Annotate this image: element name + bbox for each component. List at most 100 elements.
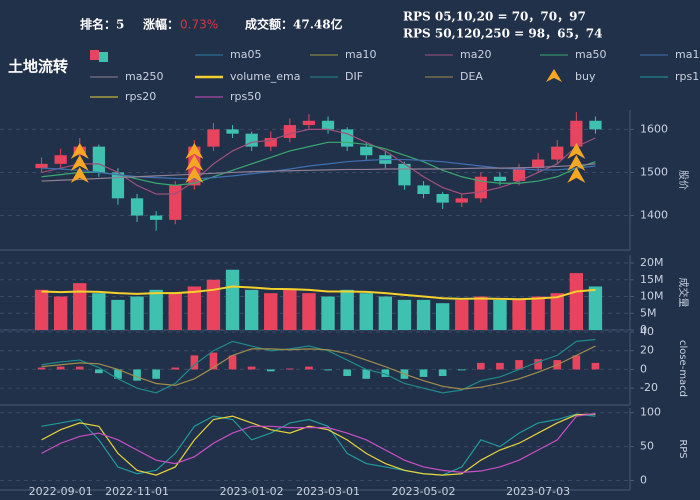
- volume-bar: [111, 299, 125, 330]
- volume-bar: [149, 289, 163, 330]
- y-tick-label: 40: [640, 325, 654, 338]
- volume-bar: [340, 289, 354, 330]
- legend-label: ma250: [125, 70, 163, 83]
- candle-body: [360, 146, 373, 156]
- macd-bar: [457, 369, 466, 371]
- candle-body: [341, 129, 354, 147]
- volume-bar: [225, 269, 240, 330]
- macd-bar: [381, 369, 390, 377]
- macd-bar: [209, 352, 218, 370]
- change-label: 涨幅：: [143, 17, 179, 32]
- candle-body: [551, 146, 564, 160]
- candle-body: [130, 198, 144, 216]
- legend-marker: [546, 69, 562, 82]
- macd-bar: [572, 355, 581, 370]
- macd-bar: [37, 367, 46, 370]
- y-tick-label: 5M: [640, 306, 657, 319]
- macd-bar: [438, 369, 447, 376]
- axis-label: 成交量: [677, 278, 690, 308]
- candle-body: [417, 185, 430, 194]
- y-tick-label: 10M: [640, 290, 664, 303]
- macd-bar: [266, 369, 275, 372]
- volume-bar: [359, 293, 373, 330]
- volume-bar: [92, 293, 106, 330]
- volume-bar: [321, 296, 335, 330]
- candle-body: [321, 120, 335, 130]
- axis-label: 股价: [677, 170, 689, 190]
- volume-bar: [53, 296, 68, 330]
- y-tick-label: 15M: [640, 273, 664, 286]
- macd-bar: [419, 369, 428, 377]
- x-tick-label: 2022-09-01: [29, 485, 93, 498]
- candle-body: [302, 120, 316, 126]
- y-tick-label: 1600: [640, 122, 668, 135]
- candle-body: [54, 155, 67, 164]
- volume-bar: [455, 299, 469, 330]
- volume-bar: [34, 289, 49, 330]
- candle-body: [512, 168, 526, 182]
- volume-bar: [397, 299, 412, 330]
- macd-bar: [152, 369, 160, 379]
- legend-label: volume_ema: [230, 70, 300, 83]
- candle-body: [35, 163, 48, 169]
- y-tick-label: 0: [640, 362, 647, 375]
- legend-label: ma120: [675, 48, 700, 61]
- macd-bar: [286, 368, 294, 370]
- buy-arrow: [567, 166, 586, 183]
- volume-bar: [550, 293, 564, 330]
- axis-label: close-macd: [677, 340, 688, 397]
- series-line: [41, 412, 596, 473]
- sector: 土地流转: [8, 58, 68, 76]
- series-line: [41, 285, 596, 301]
- macd-bar: [534, 359, 542, 370]
- candle-body: [532, 159, 545, 169]
- volume-bar: [512, 299, 526, 330]
- series-line: [41, 345, 596, 390]
- volume-bar: [378, 296, 393, 330]
- candle-body: [283, 125, 296, 138]
- legend-label: ma05: [230, 48, 261, 61]
- volume-bar: [206, 279, 221, 330]
- macd-bar: [515, 360, 523, 370]
- candle-body: [436, 194, 449, 203]
- x-tick-label: 2023-07-03: [506, 485, 570, 498]
- macd-bar: [133, 369, 141, 381]
- volume-bar: [474, 296, 488, 330]
- legend-label: ma10: [345, 48, 376, 61]
- legend-label: rps50: [230, 90, 261, 103]
- volume-bar: [302, 293, 316, 330]
- series-line: [41, 128, 596, 195]
- buy-arrow: [185, 166, 204, 183]
- y-tick-label: -20: [640, 381, 658, 394]
- volume-bar: [264, 293, 278, 330]
- candle-body: [264, 138, 277, 147]
- macd-bar: [56, 366, 65, 370]
- buy-arrow: [185, 142, 204, 159]
- buy-arrow: [567, 154, 586, 171]
- rps-long: RPS 50,120,250 = 98，65，74: [403, 27, 603, 41]
- macd-bar: [324, 369, 332, 371]
- buy-arrow: [567, 142, 586, 159]
- candle-body: [207, 129, 220, 147]
- volume-bar: [493, 299, 507, 330]
- x-tick-label: 2023-05-02: [392, 485, 456, 498]
- y-tick-label: 0: [640, 474, 647, 487]
- buy-marker: [567, 142, 586, 183]
- macd-bar: [190, 355, 199, 370]
- candle-body: [474, 176, 487, 199]
- buy-marker: [70, 142, 89, 183]
- macd-bar: [114, 369, 122, 379]
- macd-bar: [95, 369, 103, 374]
- rank: 排名：5: [80, 17, 124, 32]
- y-tick-label: 100: [640, 406, 661, 419]
- macd-bar: [228, 355, 237, 370]
- buy-arrow: [70, 154, 89, 171]
- volume-bar: [73, 283, 87, 330]
- series-line: [41, 413, 596, 476]
- candle-body: [455, 198, 468, 203]
- series-line: [41, 141, 596, 186]
- legend-label: rps20: [125, 90, 156, 103]
- x-tick-label: 2022-11-01: [105, 485, 169, 498]
- buy-arrow: [185, 154, 204, 171]
- buy-arrow: [70, 166, 89, 183]
